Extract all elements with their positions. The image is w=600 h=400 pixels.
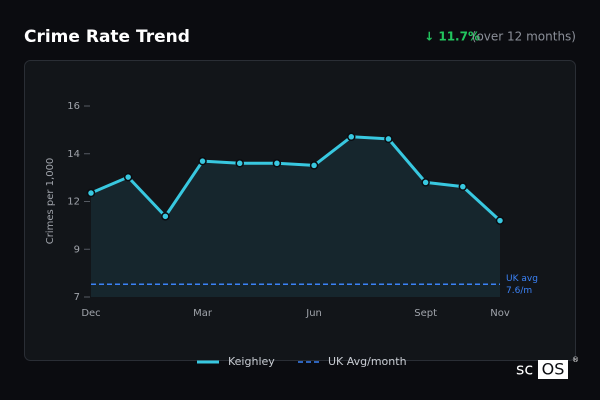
data-point (272, 159, 282, 168)
logo-boxed-text: OS (542, 360, 565, 379)
reference-value-label: 7.6/m (506, 286, 532, 296)
reference-label: UK avg (506, 274, 538, 284)
y-tick-label: 16 (67, 101, 80, 112)
y-tick-label: 9 (74, 244, 80, 255)
data-point (384, 134, 393, 144)
y-tick-label: 14 (67, 149, 80, 160)
data-point (421, 178, 430, 187)
change-period: (over 12 months) (472, 30, 576, 44)
chart-card (24, 60, 576, 361)
logo-mark: ® (572, 356, 579, 364)
logo: sc OS ® (516, 356, 579, 379)
y-tick-label: 12 (67, 197, 80, 208)
change: ↓ 11.7% (424, 30, 480, 44)
data-point (123, 172, 133, 182)
x-tick-label: Nov (490, 308, 510, 319)
x-tick-label: Mar (193, 308, 213, 319)
series-line (90, 135, 502, 222)
data-point (161, 212, 170, 221)
legend-label: Keighley (228, 355, 275, 368)
data-point (198, 156, 207, 166)
legend: Keighley UK Avg/month (197, 355, 407, 368)
y-axis-label: Crimes per 1,000 (45, 158, 56, 245)
data-point (309, 161, 319, 170)
data-point (235, 159, 244, 168)
title: Crime Rate Trend (24, 27, 190, 47)
data-point (347, 132, 356, 142)
logo-box (538, 360, 568, 379)
data-point (458, 182, 468, 191)
x-tick-label: Jun (305, 308, 322, 319)
data-point (495, 216, 505, 225)
legend-label: UK Avg/month (328, 355, 407, 368)
x-tick-label: Dec (81, 308, 100, 319)
data-point (86, 188, 96, 198)
x-tick-label: Sept (414, 308, 437, 319)
y-tick-label: 7 (74, 292, 80, 303)
logo-text: sc (516, 360, 533, 379)
